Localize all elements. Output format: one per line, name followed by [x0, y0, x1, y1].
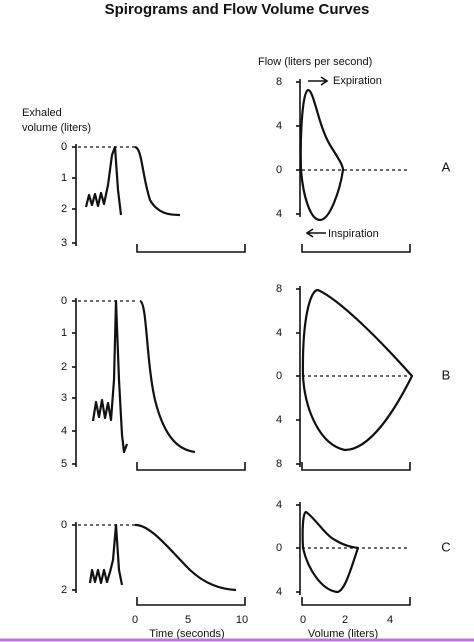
- spirogram: [91, 299, 129, 454]
- volume-tick-label: 0: [61, 519, 67, 531]
- flow-tick-label: 8: [276, 458, 282, 470]
- expiration-label: Expiration: [333, 75, 382, 87]
- flow-tick-label: 0: [276, 542, 282, 554]
- volume-tick-label: 2: [61, 203, 67, 215]
- panel-letter: B: [442, 367, 451, 382]
- volume-tick-label: 3: [61, 237, 67, 249]
- volume-tick-label: 3: [61, 392, 67, 404]
- flow-tick-label: 4: [276, 120, 282, 132]
- volume-x-tick-label: 0: [300, 614, 306, 626]
- time-axis: [136, 597, 246, 606]
- flow-loop: [301, 288, 414, 452]
- title: Spirograms and Flow Volume Curves: [105, 1, 370, 18]
- flow-loop: [299, 88, 345, 222]
- panel-letter: C: [441, 539, 450, 554]
- volume-x-axis: [301, 597, 411, 606]
- volume-tick-label: 1: [61, 172, 67, 184]
- spirogram: [134, 523, 237, 592]
- time-axis: [136, 244, 246, 253]
- volume-x-axis: [301, 462, 411, 471]
- volume-tick-label: 2: [61, 584, 67, 596]
- baseline: [78, 146, 410, 549]
- volume-tick-label: 5: [61, 458, 67, 470]
- flow-label: Flow (liters per second): [258, 56, 372, 68]
- time-label: Time (seconds): [149, 628, 224, 640]
- time-tick-label: 10: [236, 614, 248, 626]
- spirogram: [84, 145, 123, 216]
- time-axis: [136, 462, 246, 471]
- flow-tick-label: 8: [276, 283, 282, 295]
- spirogram: [134, 145, 181, 217]
- time-tick-label: 0: [132, 614, 138, 626]
- volume-x-label: Volume (liters): [308, 628, 378, 640]
- flow-tick-label: 4: [276, 586, 282, 598]
- flow-tick-label: 4: [276, 208, 282, 220]
- volume-x-tick-label: 4: [387, 614, 393, 626]
- flow-tick-label: 4: [276, 327, 282, 339]
- volume-tick-label: 0: [61, 295, 67, 307]
- flow-tick-label: 0: [276, 164, 282, 176]
- volume-tick-label: 1: [61, 327, 67, 339]
- volume-tick-label: 4: [61, 425, 67, 437]
- flow-tick-label: 0: [276, 370, 282, 382]
- panel-letter: A: [442, 159, 451, 174]
- volume-x-tick-label: 2: [342, 614, 348, 626]
- volume-x-axis: [301, 244, 411, 253]
- arrow: [305, 228, 326, 238]
- volume-tick-label: 0: [61, 141, 67, 153]
- flow-tick-label: 4: [276, 499, 282, 511]
- spirogram: [88, 523, 124, 586]
- time-tick-label: 5: [185, 614, 191, 626]
- inspiration-label: Inspiration: [328, 228, 379, 240]
- volume-label: Exhaled: [22, 107, 62, 119]
- spirogram: [139, 299, 196, 454]
- volume-tick-label: 2: [61, 361, 67, 373]
- flow-loop: [301, 510, 360, 594]
- flow-tick-label: 4: [276, 414, 282, 426]
- arrow: [308, 76, 329, 86]
- flow-tick-label: 8: [276, 76, 282, 88]
- volume-label: volume (liters): [22, 122, 91, 134]
